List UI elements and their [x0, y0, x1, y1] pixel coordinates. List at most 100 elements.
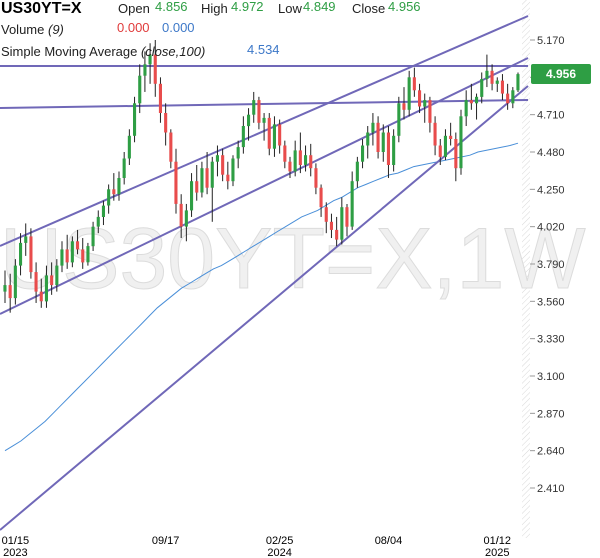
candle-body: [29, 236, 33, 273]
candle-body: [60, 249, 64, 266]
candle: [392, 129, 396, 172]
candle: [443, 129, 447, 161]
candle-body: [86, 246, 90, 263]
candle: [490, 64, 494, 91]
candle: [184, 203, 188, 242]
candle-body: [309, 155, 313, 169]
candle-body: [50, 275, 54, 286]
y-tick-label: 4.020: [537, 222, 565, 234]
candle-body: [81, 249, 85, 263]
candle-body: [288, 161, 292, 172]
candle: [438, 139, 442, 165]
candle: [324, 202, 328, 234]
candle-body: [24, 236, 28, 243]
candle-body: [3, 285, 7, 292]
candle-body: [184, 210, 188, 227]
candle: [500, 74, 504, 101]
candle: [76, 229, 80, 255]
candle-body: [210, 161, 214, 188]
candle: [8, 273, 12, 313]
candle-body: [174, 161, 178, 204]
candle-body: [345, 207, 349, 227]
candle-body: [443, 135, 447, 157]
candle-body: [252, 100, 256, 115]
candle: [81, 238, 85, 269]
candle: [55, 259, 59, 292]
candle-body: [127, 135, 131, 159]
candle-body: [272, 124, 276, 149]
y-tick-label: 3.560: [537, 296, 565, 308]
high-label: High: [201, 1, 228, 16]
candle-body: [459, 116, 463, 169]
candle-body: [350, 181, 354, 227]
watermark: US30YT=X,1W: [0, 211, 586, 307]
sma-label: Simple Moving Average (close,100): [1, 44, 205, 59]
sma-layer: [4, 142, 519, 452]
x-tick-year: 2025: [485, 547, 509, 558]
candle-body: [371, 122, 375, 133]
candle: [153, 40, 157, 97]
candle-body: [454, 139, 458, 169]
candle-body: [153, 54, 157, 84]
candle: [236, 140, 240, 169]
candle-body: [298, 150, 302, 165]
candle: [386, 126, 390, 178]
candle: [262, 113, 266, 141]
candle-body: [13, 265, 17, 299]
candle: [397, 96, 401, 143]
candle-body: [361, 145, 365, 162]
candle: [200, 161, 204, 198]
volume-label: Volume (9): [1, 22, 64, 37]
candle: [241, 116, 245, 154]
sma-line: [4, 142, 519, 452]
sma-label-text: Simple Moving Average: [1, 44, 138, 59]
candle: [272, 116, 276, 157]
candle: [288, 156, 292, 178]
candle-body: [506, 93, 510, 104]
candle-body: [464, 100, 468, 117]
candle: [252, 91, 256, 123]
x-tick-label: 01/12: [484, 535, 512, 547]
candle-body: [112, 189, 116, 195]
candle: [366, 126, 370, 159]
candle-body: [55, 265, 59, 286]
x-tick-year: 2024: [267, 547, 291, 558]
candle: [464, 90, 468, 127]
open-label: Open: [118, 1, 150, 16]
candle: [210, 156, 214, 222]
candle: [70, 236, 74, 268]
candle-body: [329, 221, 333, 230]
candle: [3, 270, 7, 303]
candle: [39, 278, 43, 308]
candle-body: [386, 132, 390, 165]
candle-body: [179, 203, 183, 227]
candle-body: [65, 249, 69, 263]
candle-body: [428, 100, 432, 123]
candle: [412, 67, 416, 97]
candle: [195, 164, 199, 201]
candle: [329, 213, 333, 239]
low-label: Low: [278, 1, 302, 16]
candle-body: [44, 275, 48, 302]
sma-value: 4.534: [247, 42, 280, 57]
candle-body: [195, 181, 199, 193]
candle-body: [355, 161, 359, 182]
candle-body: [19, 242, 23, 266]
x-tick-label: 02/25: [266, 535, 294, 547]
candle: [169, 129, 173, 169]
last-price-badge: [531, 64, 591, 84]
candle-body: [158, 83, 162, 113]
candle: [231, 155, 235, 187]
trendline[interactable]: [0, 57, 529, 315]
symbol-title: US30YT=X: [1, 0, 82, 17]
candle: [506, 83, 510, 110]
candle-body: [34, 272, 38, 292]
candle-body: [231, 158, 235, 182]
candle-body: [418, 90, 422, 107]
candle: [101, 200, 105, 226]
candle-body: [39, 291, 43, 302]
candle: [24, 223, 28, 256]
candle: [361, 139, 365, 169]
candle-body: [423, 100, 427, 107]
